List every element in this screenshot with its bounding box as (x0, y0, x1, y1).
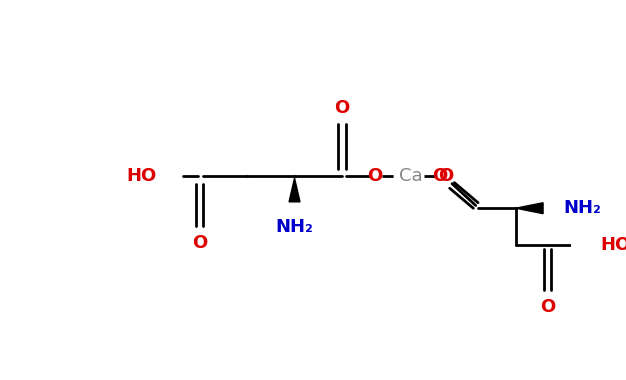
Polygon shape (516, 203, 543, 214)
Text: NH₂: NH₂ (563, 199, 601, 217)
Text: HO: HO (600, 236, 626, 253)
Text: O: O (433, 167, 448, 185)
Text: O: O (540, 298, 555, 315)
Text: O: O (367, 167, 382, 185)
Text: HO: HO (126, 167, 156, 185)
Text: O: O (334, 99, 349, 117)
Text: O: O (438, 167, 453, 185)
Text: O: O (192, 234, 207, 252)
Text: NH₂: NH₂ (275, 218, 314, 236)
Text: Ca: Ca (399, 167, 423, 185)
Polygon shape (289, 178, 300, 202)
